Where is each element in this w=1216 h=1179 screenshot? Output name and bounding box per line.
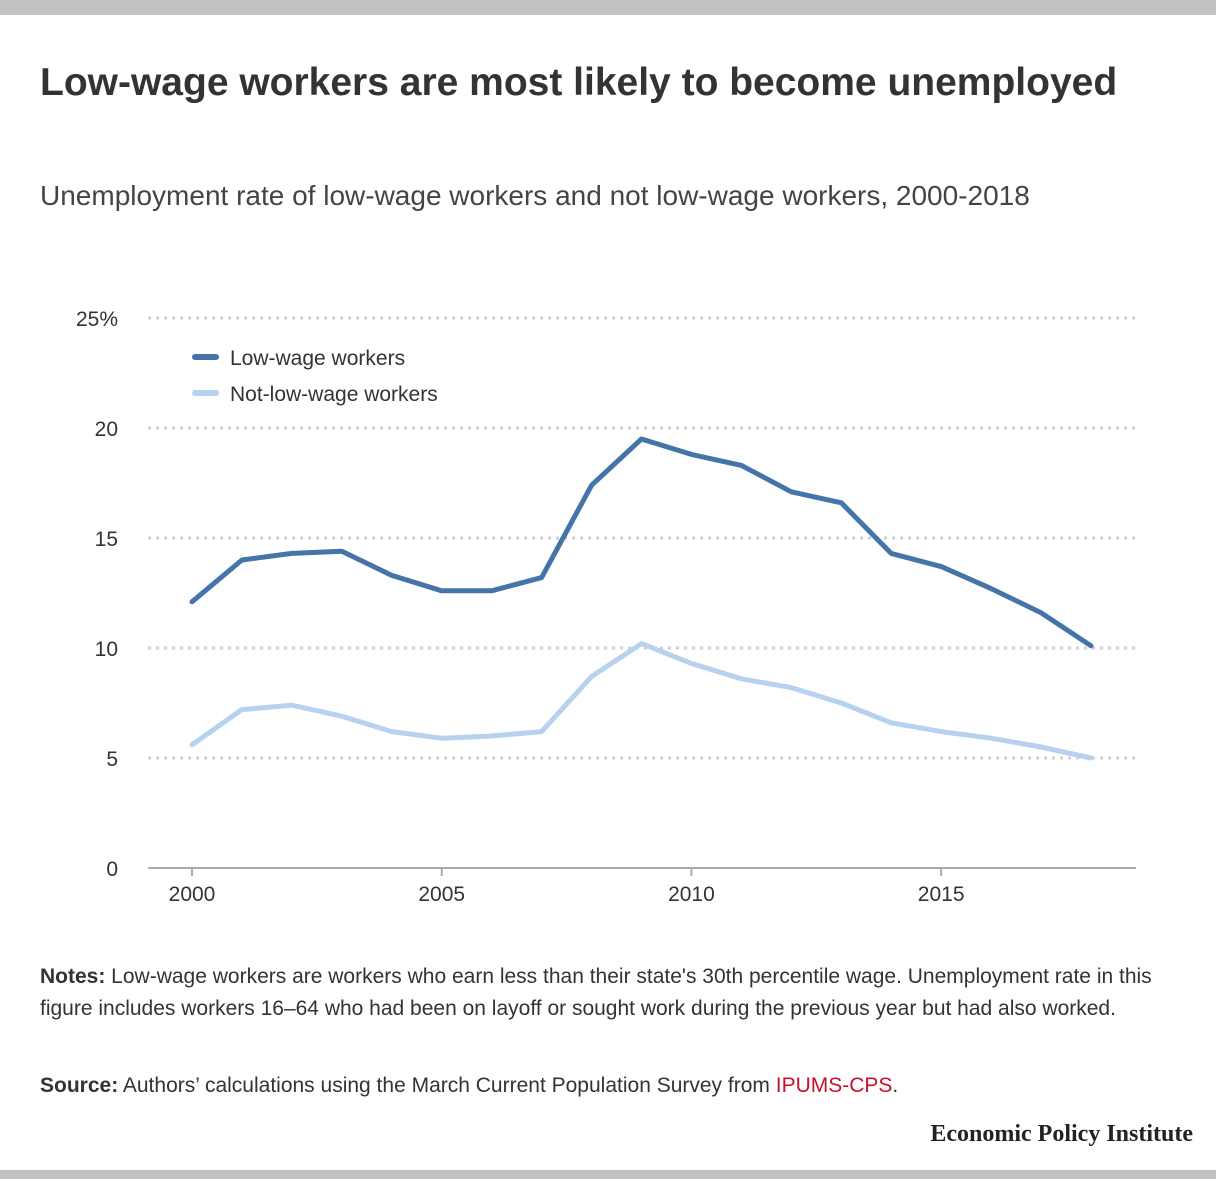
grid-lines [148,316,1136,869]
y-tick-label: 0 [106,858,118,881]
bottom-border [0,1170,1216,1179]
series-line-not-low-wage [189,641,1094,761]
x-axis-ticks: 2000 2005 2010 2015 [169,868,965,906]
source: Source: Authors’ calculations using the … [40,1070,1180,1102]
y-tick-label: 10 [95,638,118,661]
notes-label: Notes: [40,965,106,988]
source-label: Source: [40,1074,119,1097]
source-link-ipums[interactable]: IPUMS-CPS [775,1074,893,1097]
source-end: . [892,1074,899,1097]
epi-logo: Economic Policy Institute [930,1121,1193,1147]
top-border [0,0,1216,15]
line-chart: 0 5 10 15 20 25% 2000 2005 2010 2015 Low-wage wo… [76,308,1136,906]
series-line-low-wage [189,436,1094,649]
notes-text: Low-wage workers are workers who earn le… [40,965,1152,1020]
y-tick-label: 20 [95,418,118,441]
x-tick-label: 2000 [169,883,216,906]
chart-title: Low-wage workers are most likely to beco… [40,61,1118,104]
y-axis-ticks: 0 5 10 15 20 25% [76,308,118,881]
y-tick-label: 5 [106,748,118,771]
chart-subtitle: Unemployment rate of low-wage workers an… [40,180,1030,211]
legend-label-not-low-wage: Not-low-wage workers [230,383,438,406]
legend: Low-wage workers Not-low-wage workers [192,347,438,406]
x-tick-label: 2010 [668,883,715,906]
source-text: Authors’ calculations using the March Cu… [118,1074,776,1097]
notes: Notes: Low-wage workers are workers who … [40,961,1180,1025]
x-tick-label: 2005 [418,883,465,906]
series-lines [189,436,1094,761]
x-tick-label: 2015 [918,883,965,906]
y-tick-label: 25% [76,308,118,331]
legend-label-low-wage: Low-wage workers [230,347,405,370]
y-tick-label: 15 [95,528,118,551]
